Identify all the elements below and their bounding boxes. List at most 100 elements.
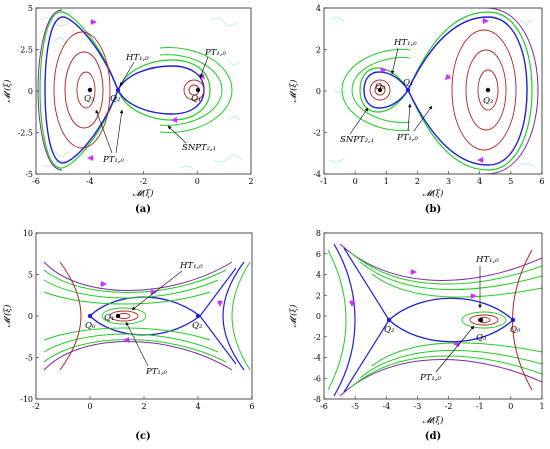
panel-d-curve: [349, 355, 542, 389]
panel-a-label-q1: Q₁: [191, 94, 201, 104]
panel-b-annotation: SNPT₂,₁: [340, 135, 374, 145]
panel-c-ticks: -2 0 2 4 6 10 5 0 -5 -10: [20, 229, 254, 411]
panel-a-ticks: -6 -4 -2 0 2 5 2.5 0 -2.5 -5: [18, 4, 254, 186]
panel-c-curve: [43, 269, 227, 293]
panel-c-curve: [43, 339, 227, 363]
panel-c-curve: [43, 327, 211, 341]
panel-b-ticks: -1 0 1 2 3 4 5 6 4 2 0 -2 -4: [313, 4, 544, 186]
panel-c-annotation: HT₁,₀: [179, 261, 203, 271]
panel-a-orbit-outer: [159, 46, 233, 134]
x-tick-label: 5: [508, 177, 513, 186]
panel-b-noise: [329, 17, 535, 168]
y-tick-label: -4: [313, 170, 321, 179]
x-tick-label: 1: [539, 402, 544, 411]
panel-a-center-q1: [195, 87, 201, 93]
x-tick-label: 2: [141, 402, 146, 411]
panel-c-label-q0: Q₀: [85, 321, 96, 331]
y-tick-label: -5: [25, 170, 33, 179]
x-tick-label: 0: [508, 402, 513, 411]
panel-a-orbit: [64, 51, 104, 129]
panel-c-label-q2: Q₂: [192, 321, 203, 331]
y-tick-label: 6: [316, 250, 321, 259]
panel-b-plot-area: [329, 8, 539, 174]
panel-b-label-q1: Q₁: [403, 78, 413, 88]
panel-c-curve: [222, 261, 245, 371]
y-tick-label: -10: [20, 395, 33, 404]
x-tick-label: 3: [446, 177, 451, 186]
x-tick-label: -4: [382, 402, 390, 411]
panel-b-orbit: [451, 29, 517, 151]
x-tick-label: -6: [32, 177, 40, 186]
panel-b-arrow: [444, 73, 452, 81]
x-tick-label: 2: [415, 177, 420, 186]
panel-c-label: (c): [135, 431, 151, 442]
x-tick-label: 4: [195, 402, 200, 411]
panel-c-saddle-q2: [195, 313, 201, 319]
x-tick-label: -2: [445, 402, 453, 411]
panel-d-curve: [371, 273, 542, 298]
panel-d: Q₂ Q₃ Q₀ HT₁,₀ PT₁,₀ -6 -5 -4 -3 -2 -1 0 1 8 6 4 2 0…: [288, 229, 545, 442]
x-tick-label: 1: [384, 177, 389, 186]
panel-c-curve: [59, 261, 82, 371]
y-tick-label: 0: [316, 312, 321, 321]
panel-a-plot-area: [37, 9, 243, 171]
panel-d-curve: [327, 249, 347, 391]
panel-b-ylabel: 𝓜′(ξ): [288, 80, 299, 103]
panel-d-saddle-q2: [386, 317, 392, 323]
panel-d-label: (d): [425, 431, 441, 442]
y-tick-label: 2: [316, 46, 321, 55]
panel-d-label-q0: Q₀: [510, 325, 521, 335]
panel-b-separatrix: [363, 16, 528, 166]
panel-a-orbit: [183, 79, 205, 101]
panel-b-annotation: PT₁,₀: [396, 133, 418, 143]
y-tick-label: -5: [25, 354, 33, 363]
y-tick-label: 5: [28, 4, 33, 13]
x-tick-label: -1: [476, 402, 484, 411]
panel-d-curve: [343, 247, 390, 393]
panel-b-frame: [323, 7, 543, 175]
x-tick-label: 6: [249, 402, 254, 411]
y-tick-label: -2: [313, 129, 321, 138]
y-tick-label: -2: [313, 333, 321, 342]
panel-d-xlabel: 𝓜(ξ): [423, 415, 444, 426]
panel-a-label-q3: Q₃: [84, 94, 95, 104]
panel-c: Q₀ Q₁ Q₂ HT₁,₀ PT₁,₀ -2 0 2 4 6 10 5 0 -5 -10 𝓜′(…: [2, 229, 255, 442]
panel-d-ylabel: 𝓜′(ξ): [288, 305, 299, 328]
panel-c-plot-area: [43, 261, 251, 371]
panel-b-annotation: HT₁,₀: [393, 38, 417, 48]
panel-c-orbit: [101, 307, 147, 325]
panel-d-label-q2: Q₂: [384, 325, 395, 335]
x-tick-label: -5: [351, 402, 359, 411]
panel-a-frame: [35, 7, 252, 175]
y-tick-label: 4: [316, 271, 321, 280]
panel-a-orbit: [53, 31, 111, 149]
panel-b: Q₀ Q₂ Q₁ HT₁,₀ SNPT₂,₁ PT₁,₀ -1 0 1 2 3 4 5 6 4 2…: [288, 4, 545, 215]
panel-d-curve: [333, 243, 356, 397]
panel-c-curve: [231, 261, 251, 371]
y-tick-label: 0: [28, 87, 33, 96]
panel-d-label-q3: Q₃: [476, 333, 487, 343]
panel-b-separatrix-outer: [359, 11, 533, 171]
x-tick-label: 6: [539, 177, 544, 186]
panel-b-label: (b): [425, 204, 441, 215]
y-tick-label: 5: [28, 271, 33, 280]
panel-a: Q₃ Q₁ Q₂ HT₁,₀ PT₁,₀ PT₁,₀ SNPT₂,₁ -6 -4-…: [2, 4, 254, 215]
panel-b-center-q2: [485, 87, 491, 93]
x-tick-label: 4: [477, 177, 482, 186]
panel-d-center-q3: [478, 317, 484, 323]
panel-d-separatrix: [388, 297, 514, 343]
y-tick-label: 0: [28, 312, 33, 321]
panel-c-label-q1: Q₁: [104, 313, 114, 323]
panel-d-curve: [371, 342, 542, 367]
panel-b-orbit: [477, 69, 499, 111]
panel-a-annotation: PT₁,₀: [102, 155, 124, 165]
x-tick-label: -1: [320, 177, 328, 186]
panel-b-label-q2: Q₂: [483, 96, 494, 106]
panel-d-curve: [349, 251, 542, 285]
panel-b-orbit: [374, 84, 386, 96]
x-tick-label: 2: [248, 177, 253, 186]
panel-c-frame: [35, 232, 253, 400]
panel-a-orbit: [76, 71, 96, 109]
x-tick-label: 0: [195, 177, 200, 186]
